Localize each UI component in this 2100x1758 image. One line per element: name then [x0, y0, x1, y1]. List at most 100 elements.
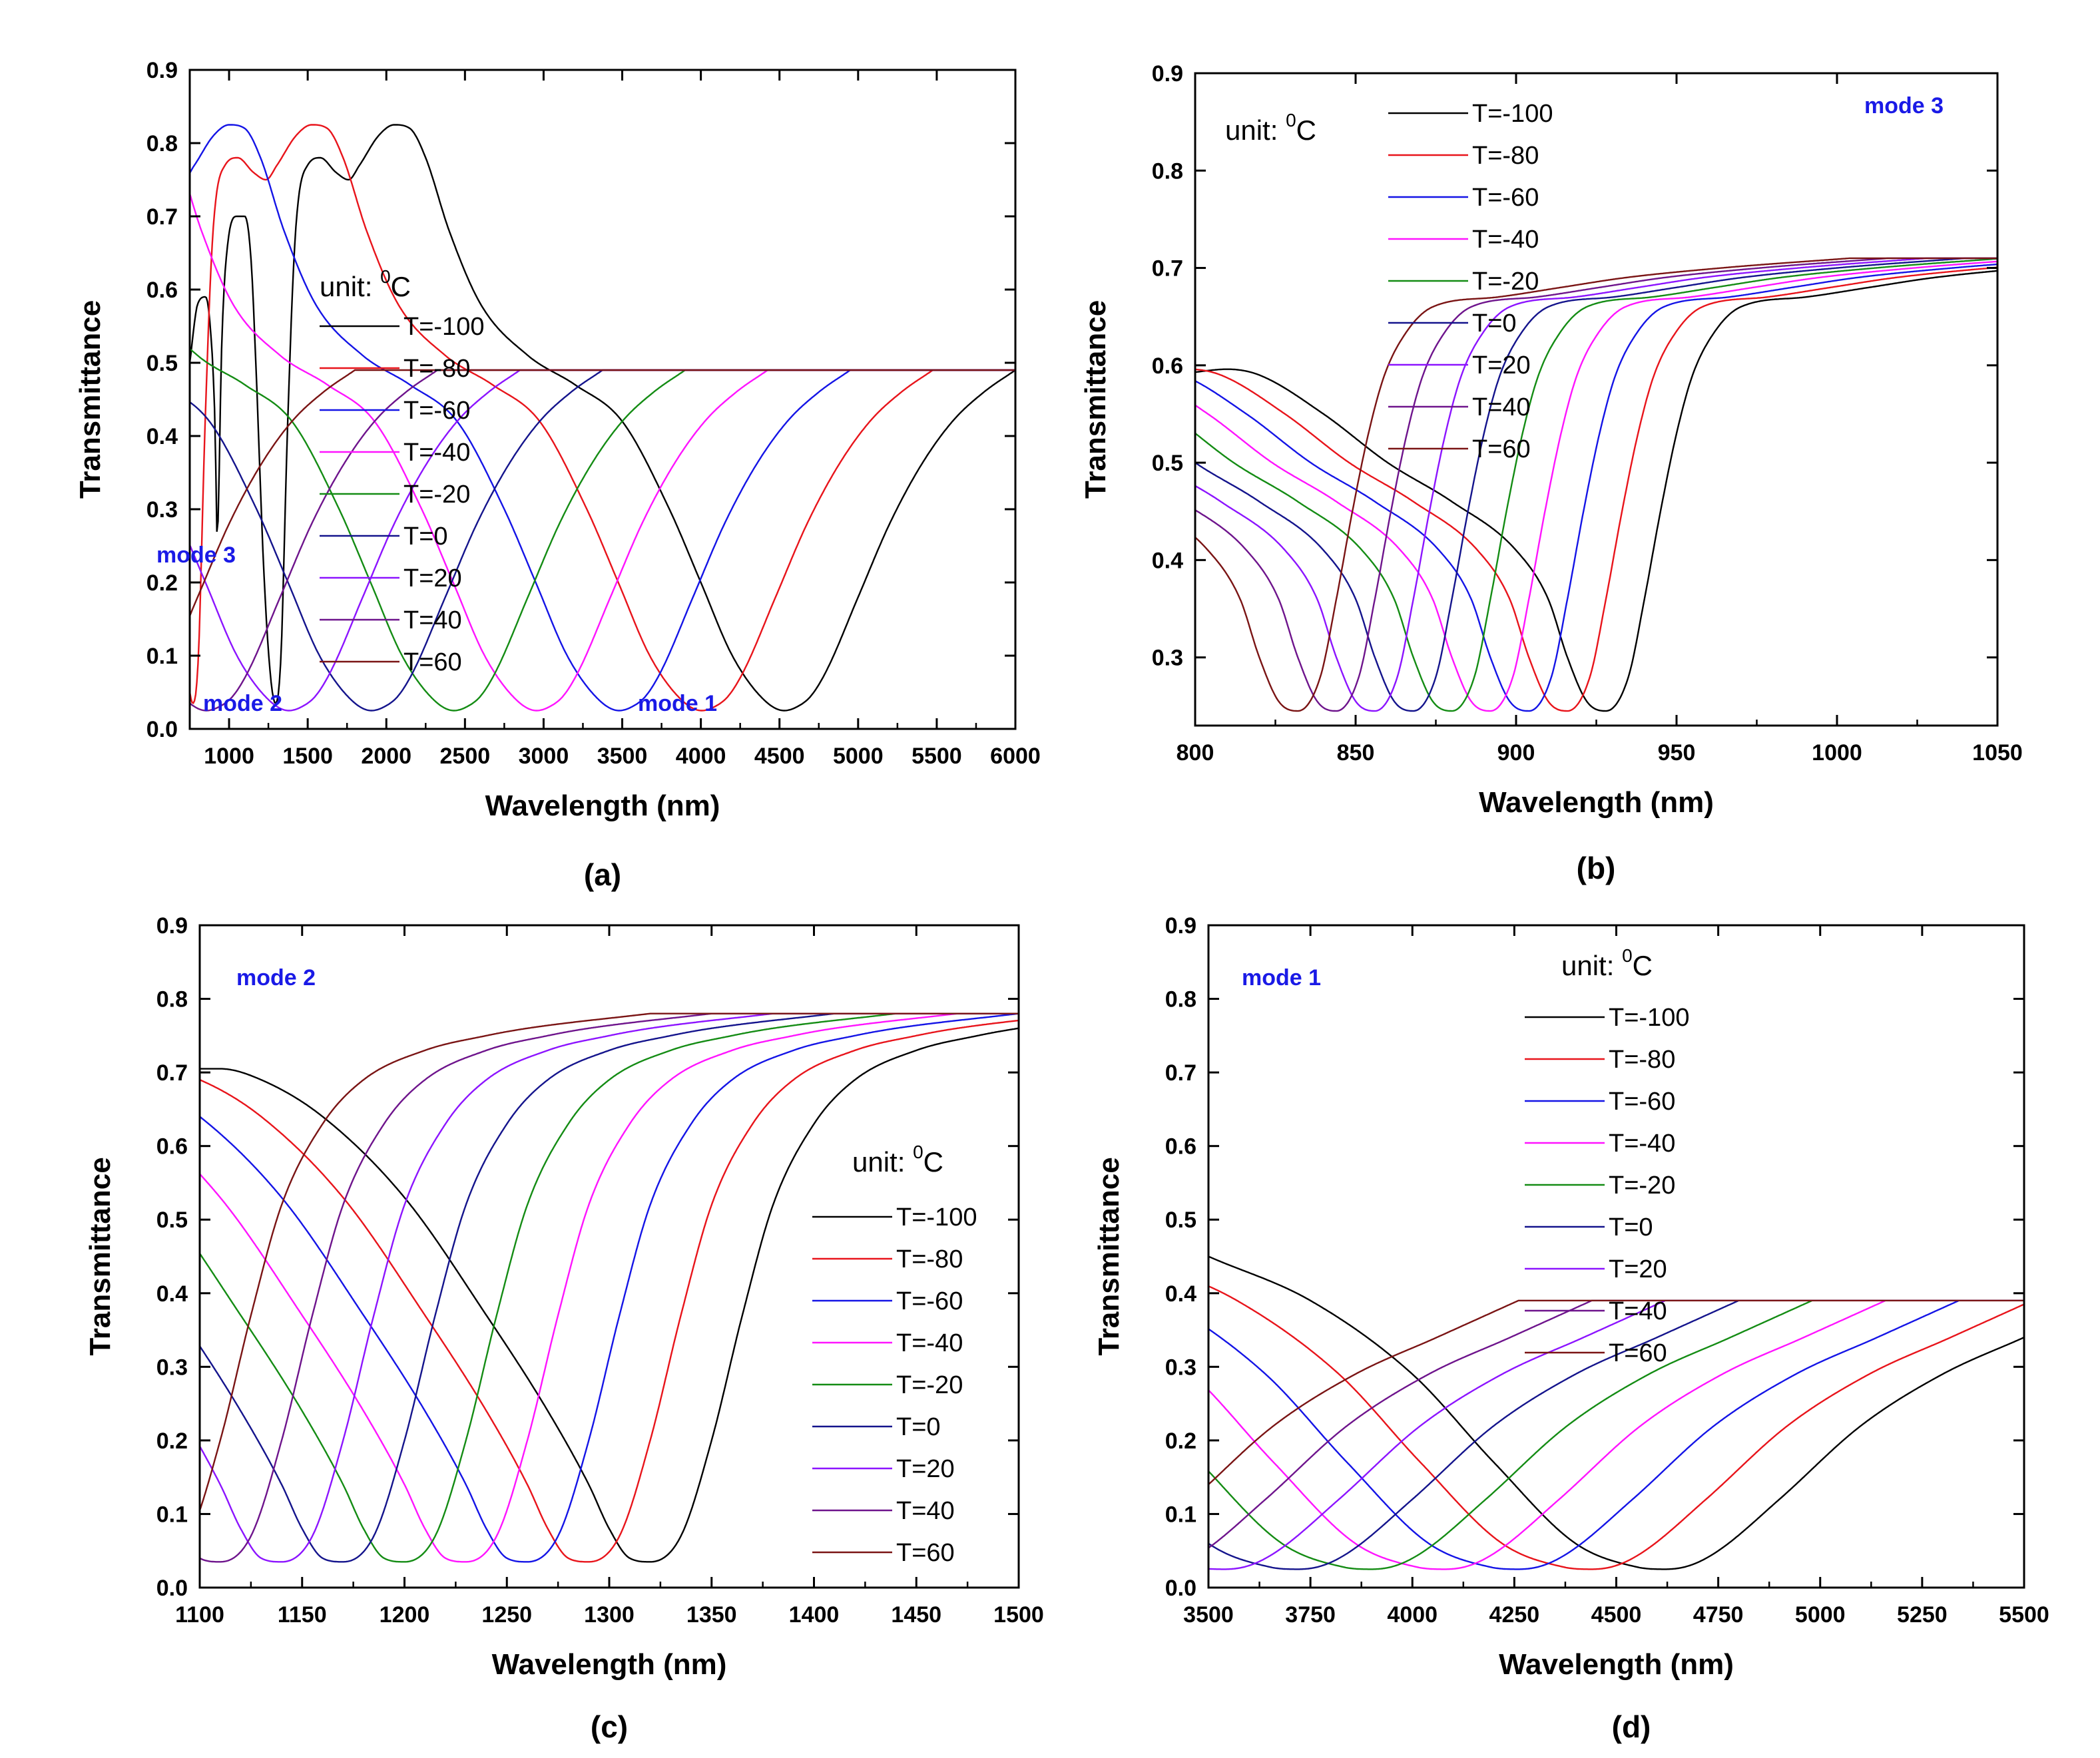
legend-entry: T=-60 — [1472, 184, 1539, 212]
y-tick-label: 0.4 — [1152, 548, 1183, 573]
legend-entry: T=-20 — [1609, 1172, 1675, 1200]
x-tick-label: 1350 — [686, 1602, 737, 1628]
series-line-T60 — [200, 1012, 1019, 1511]
x-tick-label: 1500 — [282, 744, 333, 769]
x-tick-label: 1000 — [1812, 740, 1862, 766]
series-line-T-60 — [1195, 263, 1997, 712]
legend-entry: T=20 — [403, 564, 462, 592]
x-tick-label: 1050 — [1972, 740, 2023, 766]
x-tick-label: 4000 — [1387, 1602, 1438, 1628]
legend-entry: T=60 — [896, 1539, 955, 1567]
mode-annotation: mode 1 — [1242, 965, 1321, 990]
legend-entry: T=-60 — [896, 1287, 963, 1315]
x-axis-label: Wavelength (nm) — [492, 1648, 727, 1681]
y-tick-label: 0.8 — [146, 131, 178, 156]
x-axis-label: Wavelength (nm) — [1499, 1648, 1734, 1681]
panel-c: 1100 1150 1200 1250 1300 1350 1400 1450 1500 0.0 0… — [84, 913, 1044, 1744]
legend-entry: T=-80 — [1472, 142, 1539, 170]
series-line-T40 — [1208, 1299, 2024, 1549]
y-tick-label: 0.2 — [1165, 1428, 1196, 1454]
x-tick-label: 3500 — [1183, 1602, 1234, 1628]
x-tick-label: 800 — [1177, 740, 1214, 766]
series-line-T-80 — [1208, 1285, 2024, 1570]
legend-entry: T=60 — [403, 648, 462, 676]
series-line-T-100 — [1208, 1255, 2024, 1570]
x-tick-label: 3500 — [597, 744, 648, 769]
series-line-T-60 — [200, 1012, 1019, 1563]
series-line-T40 — [1195, 257, 1997, 712]
y-tick-label: 0.6 — [156, 1134, 188, 1160]
legend-entry: T=-20 — [403, 481, 470, 509]
series-line-T-80 — [190, 124, 1015, 712]
series-line-T20 — [1195, 257, 1997, 712]
legend-entry: T=-100 — [896, 1204, 977, 1231]
mode-annotation: mode 3 — [1864, 93, 1944, 118]
legend-entry: T=60 — [1609, 1339, 1667, 1367]
y-tick-label: 0.3 — [146, 497, 178, 523]
curves — [1195, 257, 1997, 712]
y-tick-label: 0.8 — [156, 987, 188, 1012]
x-tick-label: 2500 — [440, 744, 491, 769]
series-line-T-40 — [190, 193, 1015, 712]
curves — [1208, 1255, 2024, 1570]
x-tick-label: 4750 — [1693, 1602, 1744, 1628]
y-tick-label: 0.6 — [1152, 353, 1183, 379]
legend-title: unit: 0C — [852, 1142, 943, 1178]
y-tick-label: 0.6 — [1165, 1134, 1196, 1160]
y-tick-label: 0.7 — [146, 204, 178, 230]
legend-entry: T=-60 — [403, 397, 470, 425]
y-tick-label: 0.5 — [146, 351, 178, 376]
legend-entry: T=-40 — [403, 439, 470, 467]
series-line-T-20 — [190, 348, 1015, 712]
panel-label: (b) — [1577, 851, 1616, 885]
x-tick-label: 4500 — [754, 744, 805, 769]
x-tick-label: 950 — [1658, 740, 1696, 766]
legend-entry: T=40 — [1472, 393, 1531, 421]
y-tick-label: 0.2 — [146, 570, 178, 596]
series-line-T0 — [190, 369, 1015, 712]
series-line-T-60 — [190, 124, 1015, 712]
legend-entry: T=40 — [896, 1497, 955, 1525]
legend-entry: T=-20 — [896, 1371, 963, 1399]
legend-title: unit: 0C — [1225, 110, 1316, 146]
legend-entry: T=-40 — [896, 1329, 963, 1357]
plot-frame — [1194, 72, 1999, 727]
legend-entry: T=60 — [1472, 435, 1531, 463]
mode-annotation: mode 1 — [638, 691, 717, 716]
legend-entry: T=-20 — [1472, 268, 1539, 296]
y-axis-label: Transmittance — [1093, 1157, 1125, 1355]
series-line-T-40 — [1195, 260, 1997, 712]
legend-entry: T=-100 — [1472, 100, 1553, 128]
series-line-T-100 — [200, 1027, 1019, 1563]
curves — [200, 1012, 1019, 1563]
x-tick-label: 3000 — [519, 744, 569, 769]
x-tick-label: 1200 — [380, 1602, 430, 1628]
y-tick-label: 0.1 — [1165, 1502, 1196, 1527]
y-tick-label: 0.0 — [146, 717, 178, 742]
legend-entry: T=-80 — [403, 355, 470, 383]
x-tick-label: 1000 — [204, 744, 254, 769]
y-tick-label: 0.4 — [146, 424, 178, 449]
y-tick-label: 0.0 — [156, 1576, 188, 1601]
x-tick-label: 2000 — [361, 744, 411, 769]
y-tick-label: 0.7 — [1152, 256, 1183, 282]
legend-entry: T=0 — [403, 523, 448, 550]
legend-entry: T=-100 — [403, 313, 484, 341]
x-tick-label: 4250 — [1489, 1602, 1540, 1628]
legend-title: unit: 0C — [320, 266, 411, 302]
x-tick-label: 4000 — [676, 744, 726, 769]
x-axis-label: Wavelength (nm) — [1479, 786, 1714, 819]
legend-entry: T=40 — [403, 606, 462, 634]
panel-d: 3500 3750 4000 4250 4500 4750 5000 5250 5500 0.0 0… — [1093, 913, 2049, 1744]
y-tick-label: 0.0 — [1165, 1576, 1196, 1601]
y-tick-label: 0.9 — [156, 913, 188, 939]
panel-label: (c) — [591, 1709, 628, 1744]
y-tick-label: 0.5 — [156, 1208, 188, 1233]
series-line-T20 — [190, 369, 1015, 712]
x-tick-label: 5250 — [1897, 1602, 1948, 1628]
y-tick-label: 0.1 — [156, 1502, 188, 1527]
y-tick-label: 0.3 — [1165, 1355, 1196, 1380]
y-tick-label: 0.4 — [1165, 1281, 1196, 1307]
legend-entry: T=-60 — [1609, 1088, 1675, 1116]
